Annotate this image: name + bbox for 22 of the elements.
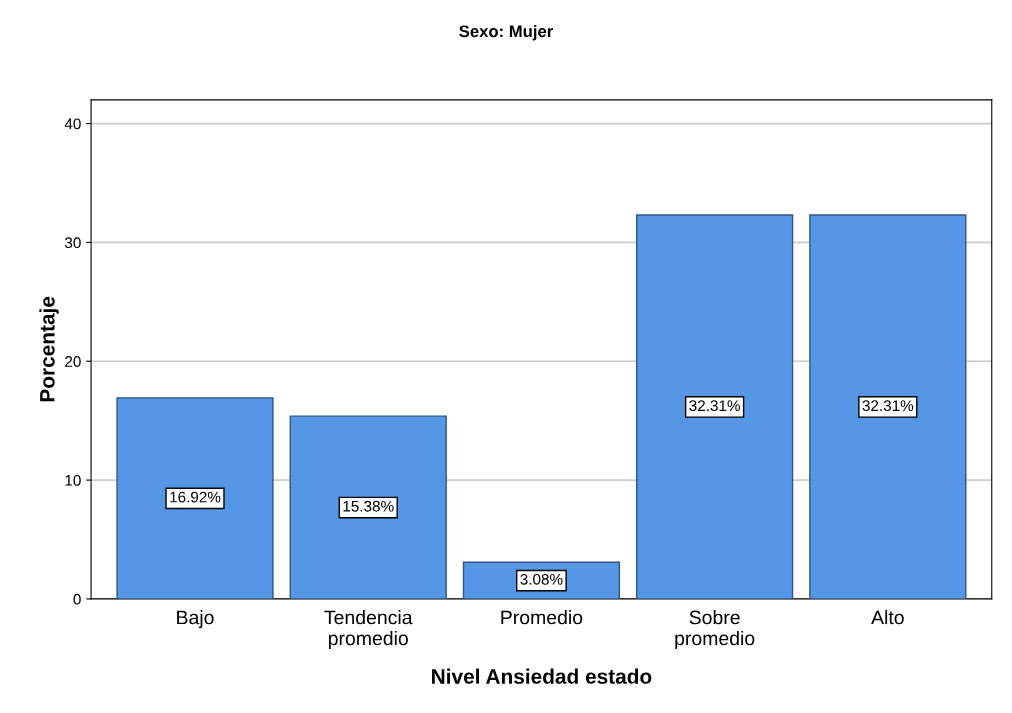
bar — [289, 415, 447, 599]
bar — [809, 214, 967, 599]
data-label: 16.92% — [170, 491, 221, 503]
y-axis-title: Porcentaje — [39, 296, 59, 402]
y-tick-label: 40 — [64, 118, 81, 130]
y-tick-label: 10 — [65, 474, 81, 486]
data-label: 32.31% — [862, 400, 914, 412]
x-tick-label: Tendencia promedio — [324, 610, 413, 650]
data-label: 3.08% — [520, 573, 563, 585]
y-tick-label: 0 — [73, 593, 81, 605]
x-axis-title: Nivel Ansiedad estado — [432, 668, 652, 684]
x-tick-label: Alto — [871, 610, 904, 625]
x-tick-label: Sobre promedio — [675, 610, 755, 650]
bar — [635, 214, 794, 599]
data-label: 32.31% — [689, 400, 740, 412]
y-tick-label: 30 — [64, 237, 81, 249]
data-label: 15.38% — [343, 500, 394, 512]
chart-title: Sexo: Mujer — [459, 24, 553, 41]
x-tick-label: Bajo — [177, 610, 214, 629]
bar — [116, 397, 274, 599]
y-tick-label: 20 — [65, 356, 81, 367]
x-tick-label: Promedio — [501, 610, 583, 625]
